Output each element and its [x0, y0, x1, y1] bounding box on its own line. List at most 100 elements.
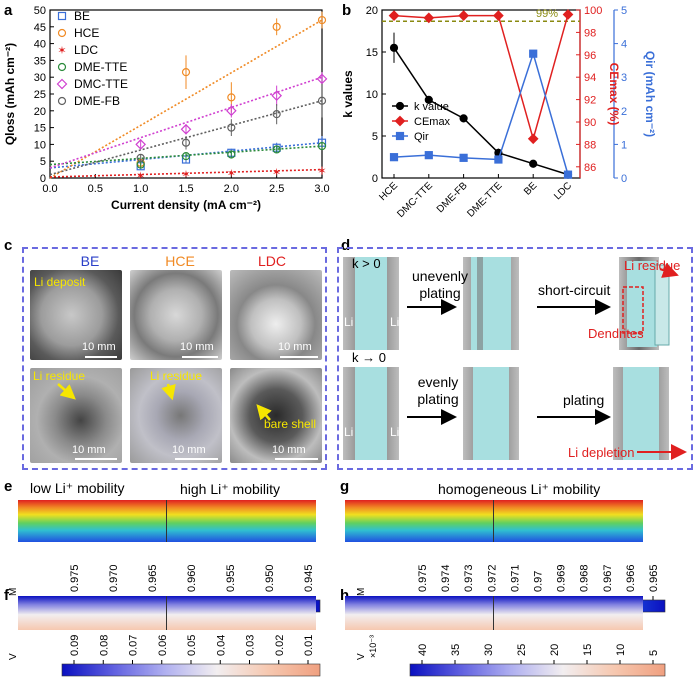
e-colorbar-tick-label: 0.955 — [225, 564, 237, 592]
b-ytick-right1-label: 96 — [584, 50, 596, 62]
d-note2-row1: Dendrites — [588, 326, 644, 341]
e-colorbar-tick-label: 0.950 — [264, 564, 276, 592]
a-ytick-label: 25 — [34, 89, 46, 101]
b-ylabel-left: k values — [341, 70, 355, 118]
a-point — [317, 15, 327, 25]
f-colorbar: 0.09 0.08 0.07 0.06 0.05 0.04 0.03 0.02 0.01 V — [8, 635, 321, 677]
panel-c-arrows — [57, 356, 318, 460]
f-colorbar-tick-label: 0.06 — [157, 635, 169, 656]
g-colorbar-unit: M — [356, 588, 367, 596]
b-ytick-right1-label: 100 — [584, 5, 602, 17]
b-ytick-right1-label: 94 — [584, 72, 596, 84]
b-reference-label: 99% — [536, 8, 558, 20]
h-field-map — [345, 596, 643, 630]
b-point — [459, 153, 468, 162]
g-field-map — [345, 500, 643, 542]
b-xtick-label: BE — [522, 180, 539, 197]
b-legend-marker — [395, 101, 405, 111]
scale-label-2: 10 mm — [180, 341, 214, 353]
a-xtick-label: 0.0 — [42, 183, 57, 195]
scale-label-1: 10 mm — [82, 341, 116, 353]
e-right-title: high Li⁺ mobility — [180, 481, 280, 497]
d-li-label-2: Li — [390, 315, 400, 329]
g-colorbar-tick-label: 0.965 — [648, 564, 660, 592]
a-series-ldc: ✶ ✶ ✶ ✶ ✶ — [49, 166, 327, 182]
d-note1-row1: Li residue — [624, 258, 681, 273]
b-xtick-label: DMC-TTE — [395, 180, 435, 220]
e-colorbar-tick-label: 0.945 — [303, 564, 315, 592]
panel-c-title-be: BE — [80, 253, 100, 269]
a-point — [181, 68, 191, 77]
b-point — [423, 12, 435, 24]
g-colorbar-tick-label: 0.975 — [417, 564, 429, 592]
b-ytick-left-label: 10 — [366, 89, 378, 101]
d-step2-row1: short-circuit — [538, 282, 611, 298]
b-point — [494, 155, 503, 164]
panel-d-frame — [337, 247, 693, 470]
b-legend-label: k value — [414, 101, 449, 113]
g-colorbar-tick-label: 0.97 — [533, 571, 545, 592]
a-point: ✶ — [181, 169, 190, 181]
photo-ldc-top — [230, 270, 322, 360]
caption-li-residue-hce: Li residue — [150, 369, 203, 383]
a-ytick-label: 40 — [34, 39, 46, 51]
a-point — [227, 150, 236, 159]
a-point — [181, 152, 191, 161]
g-colorbar-tick-label: 0.968 — [579, 564, 591, 592]
a-ytick-label: 15 — [34, 123, 46, 135]
b-ylabel-right1: CEmax (%) — [607, 63, 621, 126]
a-point — [316, 73, 328, 85]
b-xtick-label: DME-TTE — [465, 180, 504, 219]
scale-label-5: 10 mm — [172, 444, 206, 456]
f-colorbar-unit: V — [8, 653, 19, 660]
d-note1-row2: Li depletion — [568, 445, 635, 460]
a-point: ✶ — [227, 168, 236, 180]
panel-d-label: d — [341, 237, 351, 254]
b-plot-frame — [381, 9, 581, 179]
h-colorbar-tick-label: 25 — [516, 644, 528, 656]
a-legend-marker — [57, 62, 67, 72]
photo-hce-top — [130, 270, 222, 360]
f-colorbar-tick-label: 0.08 — [98, 635, 110, 656]
b-ytick-right1-label: 98 — [584, 27, 596, 39]
a-point — [317, 141, 327, 151]
a-xtick-label: 2.0 — [224, 183, 239, 195]
a-point: ✶ — [136, 170, 145, 182]
b-point — [389, 153, 399, 162]
cell-depletion-row2 — [613, 367, 669, 460]
g-colorbar-tick-label: 0.969 — [556, 564, 568, 592]
panel-f-label: f — [4, 587, 9, 604]
b-ytick-left-label: 5 — [372, 131, 378, 143]
a-legend-label: LDC — [74, 43, 98, 57]
a-point — [181, 138, 191, 147]
a-legend-label: DME-FB — [74, 94, 120, 108]
a-series-dme-tte — [49, 141, 327, 169]
a-legend-label: BE — [74, 9, 90, 23]
b-point — [529, 159, 538, 168]
b-ytick-right2-label: 4 — [621, 39, 627, 51]
d-condition-row1: k > 0 — [352, 256, 381, 271]
h-colorbar-tick-label: 15 — [582, 644, 594, 656]
f-field-map — [18, 596, 316, 630]
panel-c-label: c — [4, 237, 13, 254]
a-point — [272, 145, 281, 154]
b-point — [459, 114, 468, 123]
a-xtick-label: 3.0 — [314, 183, 329, 195]
g-colorbar-tick-label: 0.974 — [440, 564, 452, 592]
a-legend-label: HCE — [74, 26, 99, 40]
b-ytick-right2-label: 1 — [621, 139, 627, 151]
a-legend-marker — [57, 11, 67, 21]
b-xtick-label: DME-FB — [435, 180, 470, 215]
b-legend-label: CEmax — [414, 116, 451, 128]
a-ytick-label: 0 — [40, 173, 46, 185]
e-colorbar-tick-label: 0.965 — [147, 564, 159, 592]
g-colorbar-tick-label: 0.973 — [463, 564, 475, 592]
b-series-2 — [389, 49, 573, 179]
b-series-line — [393, 51, 569, 175]
a-ytick-label: 45 — [34, 22, 46, 34]
b-point — [458, 10, 469, 21]
a-point — [135, 139, 147, 150]
d-step1-row2: evenly plating — [417, 374, 459, 407]
f-colorbar-tick-label: 0.04 — [215, 635, 227, 656]
a-ytick-label: 50 — [34, 5, 46, 17]
